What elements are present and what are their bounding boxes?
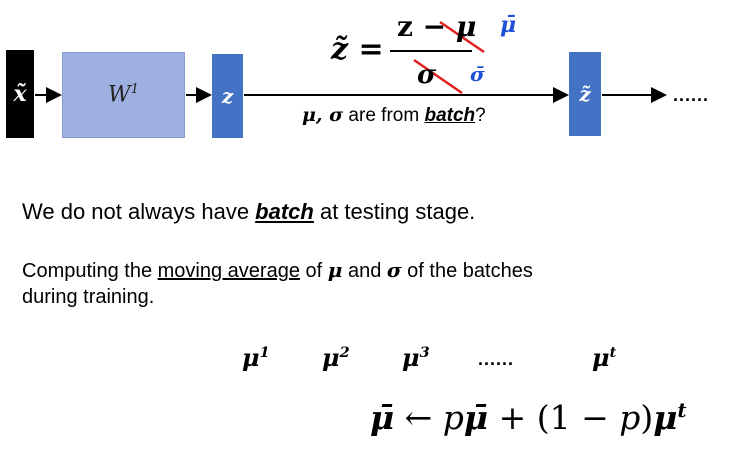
update-mu-bar: μ̄ [370, 398, 395, 437]
formula-denominator: σ [417, 60, 437, 90]
update-mu-bar-2: μ̄ [463, 398, 489, 437]
sequence-dots: ...... [478, 349, 515, 369]
line2-mu: μ [327, 258, 343, 282]
batch-question-mu-sigma: μ, σ [302, 104, 344, 126]
input-x-box: x̃ [6, 50, 34, 138]
update-arrow: ← [394, 398, 443, 437]
mu-item-t: μt [592, 343, 617, 372]
sigma-strike [413, 58, 463, 95]
replacement-mu-bar: μ̄ [500, 12, 517, 38]
replacement-sigma-bar: σ̄ [470, 62, 485, 86]
line1-prefix: We do not always have [22, 199, 256, 224]
line3: during training. [22, 286, 155, 308]
update-close: ) [640, 398, 654, 437]
formula-numerator: z − μ [397, 10, 476, 43]
mu-item-1: μ1 [242, 343, 270, 372]
z-tilde-box: z̃ [569, 52, 601, 136]
z-label: z [221, 84, 234, 108]
input-x-label: x̃ [13, 81, 27, 107]
numerator-mu: μ [455, 10, 477, 43]
weight-box: W1 [62, 52, 185, 138]
line2-b: of [299, 260, 328, 282]
mu-item-2: μ2 [322, 343, 350, 372]
mu-item-3: μ3 [402, 343, 430, 372]
line1-batch: batch [255, 199, 314, 224]
update-p: p [442, 398, 464, 437]
line2-sigma: σ [386, 258, 402, 282]
trailing-dots: ...... [673, 85, 710, 105]
testing-stage-sentence: We do not always have batch at testing s… [22, 199, 475, 225]
line2-c: and [342, 260, 387, 282]
update-plus: + (1 − [488, 398, 620, 437]
z-tilde-label: z̃ [579, 82, 591, 106]
mu-strike [439, 20, 485, 54]
numerator-z: z − [397, 10, 456, 43]
line2-a: Computing the [22, 260, 158, 282]
update-mu-t: μt [653, 398, 687, 437]
batch-question-batch: batch [424, 105, 476, 126]
line1-suffix: at testing stage. [313, 199, 476, 224]
moving-average-sentence: Computing the moving average of μ and σ … [22, 257, 533, 310]
moving-average-update-rule: μ̄ ← pμ̄ + (1 − p)μt [370, 398, 687, 437]
z-box: z [212, 54, 243, 138]
update-p-2: p [619, 398, 641, 437]
line2-moving-average: moving average [157, 260, 300, 282]
line2-d: of the batches [401, 260, 533, 282]
weight-label: W1 [107, 82, 139, 108]
batch-question-are-from: are from [343, 105, 425, 126]
formula-lhs: z̃ = [331, 32, 384, 67]
batch-question-mark: ? [475, 105, 486, 126]
batch-question: μ, σ are from batch? [302, 104, 486, 127]
